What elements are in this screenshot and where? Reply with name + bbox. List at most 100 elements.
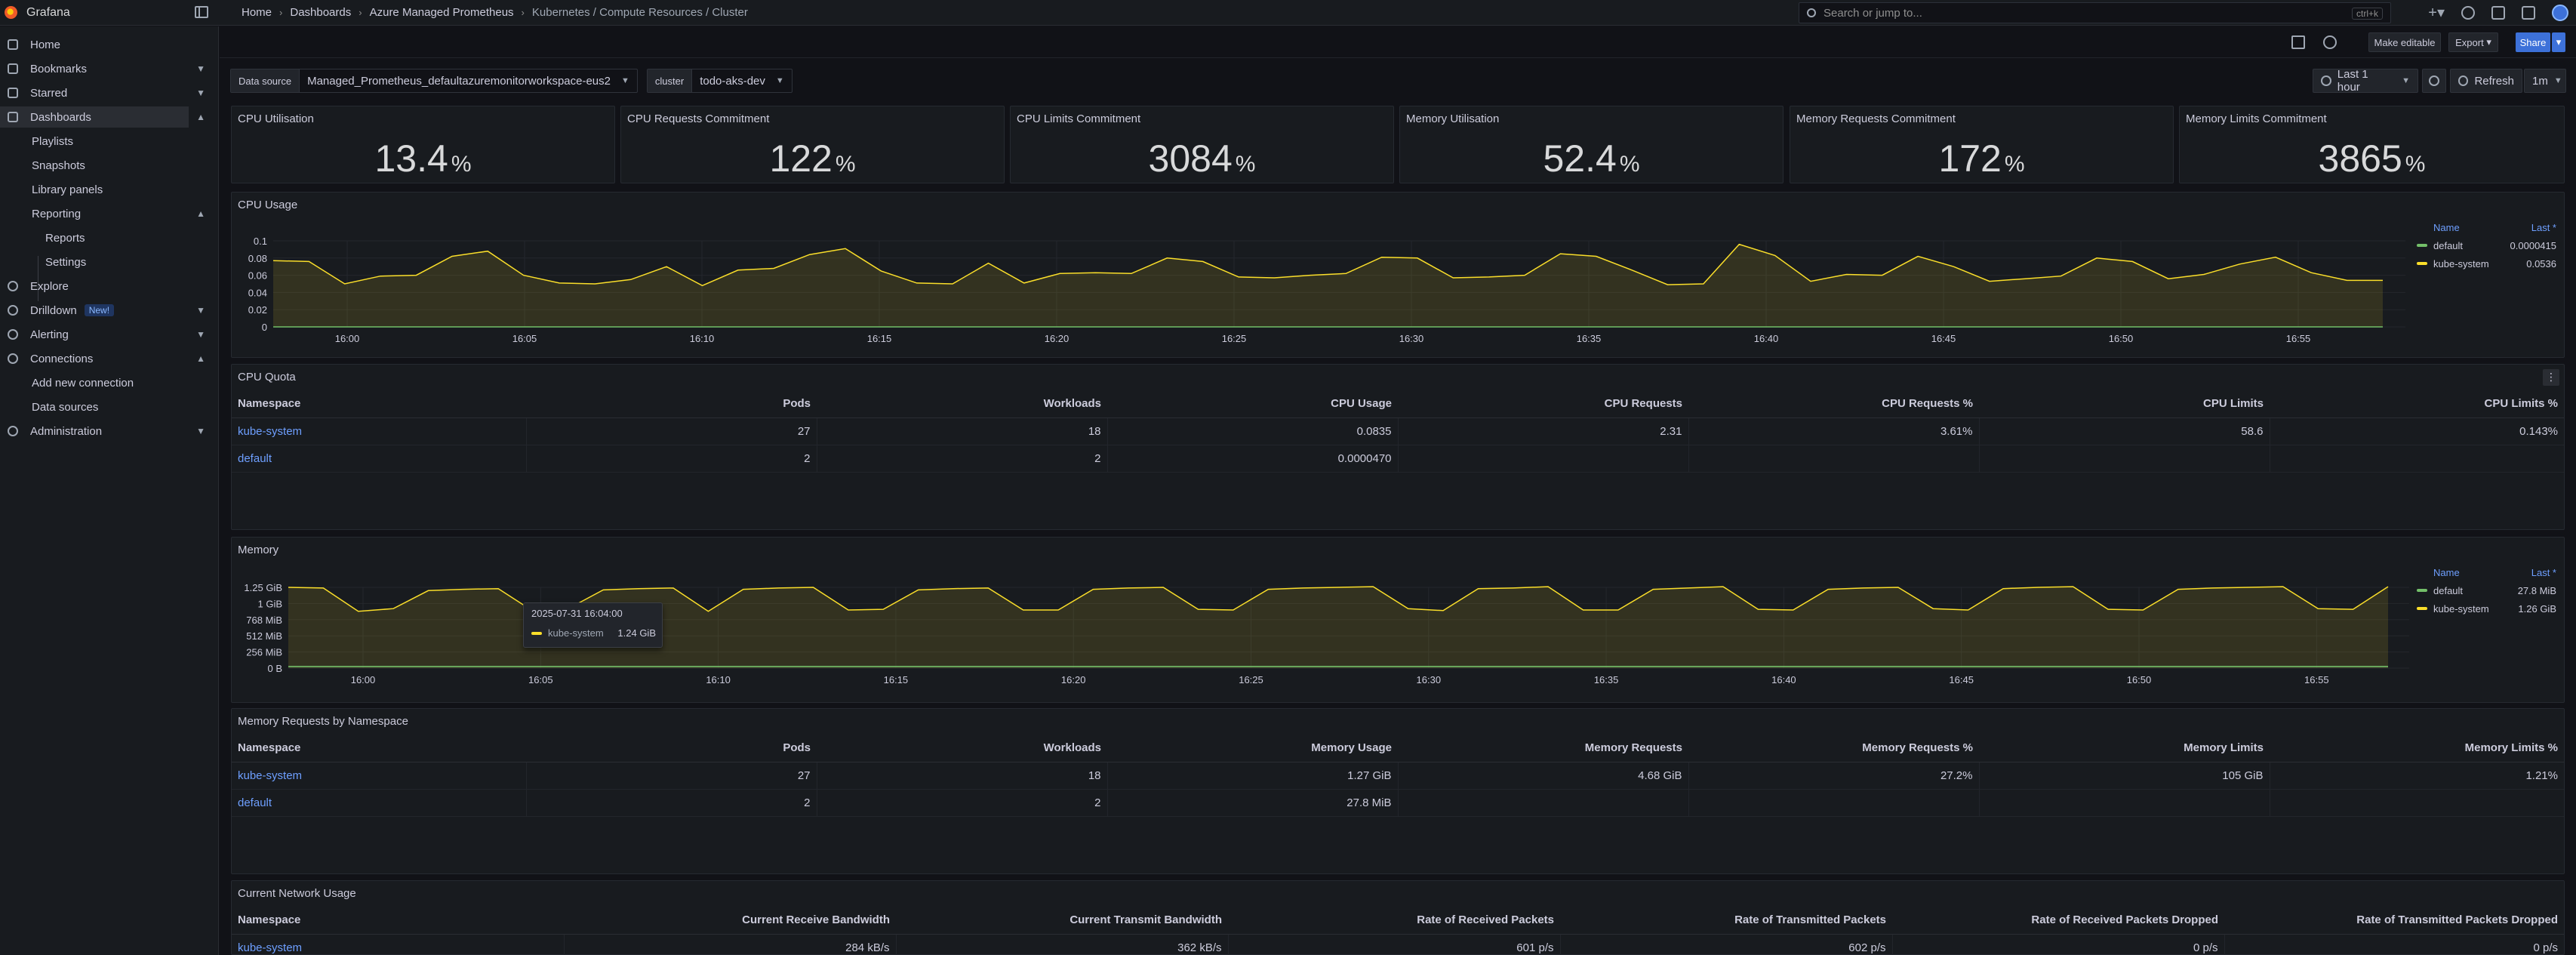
column-header[interactable]: CPU Limits: [1979, 390, 2270, 418]
column-header[interactable]: Memory Requests: [1398, 735, 1688, 762]
sidebar-item-explore[interactable]: Explore: [0, 276, 219, 297]
refresh-button[interactable]: Refresh: [2450, 69, 2522, 93]
column-header[interactable]: Rate of Transmitted Packets: [1560, 907, 1892, 935]
sidebar-item-add-new-connection[interactable]: Add new connection: [0, 372, 219, 393]
kiosk-icon[interactable]: [2522, 6, 2535, 20]
time-range-picker[interactable]: Last 1 hour ▼: [2313, 68, 2418, 94]
stat-unit: %: [835, 152, 856, 177]
share-dropdown-button[interactable]: ▾: [2552, 32, 2565, 52]
sidebar-item-dashboards[interactable]: Dashboards ▲: [0, 106, 205, 128]
sidebar-item-bookmarks[interactable]: Bookmarks ▼: [0, 58, 219, 79]
memory-chart[interactable]: 0 B 256 MiB 512 MiB 768 MiB 1 GiB 1.25 GiB 16:…: [232, 560, 2428, 704]
sidebar-item-connections[interactable]: Connections ▲: [0, 348, 219, 369]
panel-menu-icon[interactable]: ⋮: [2543, 369, 2559, 386]
column-header[interactable]: CPU Requests %: [1688, 390, 1979, 418]
zoom-out-button[interactable]: [2422, 69, 2446, 93]
breadcrumb-folder[interactable]: Azure Managed Prometheus: [369, 6, 514, 19]
column-header[interactable]: Namespace: [232, 735, 526, 762]
refresh-interval-picker[interactable]: 1m ▼: [2524, 69, 2566, 93]
datasource-select[interactable]: Managed_Prometheus_defaultazuremonitorwo…: [300, 69, 637, 92]
share-button[interactable]: Share: [2516, 32, 2550, 52]
make-editable-button[interactable]: Make editable: [2368, 32, 2441, 52]
info-icon[interactable]: [2323, 35, 2337, 49]
news-icon[interactable]: [2491, 6, 2505, 20]
column-header[interactable]: Memory Usage: [1107, 735, 1398, 762]
new-plus-icon[interactable]: +▾: [2428, 5, 2445, 21]
column-header[interactable]: CPU Usage: [1107, 390, 1398, 418]
breadcrumb-home[interactable]: Home: [242, 6, 272, 19]
sidebar-item-settings[interactable]: Settings: [0, 251, 219, 273]
sidebar-item-playlists[interactable]: Playlists: [0, 131, 219, 152]
column-header[interactable]: Pods: [526, 390, 817, 418]
brand[interactable]: Grafana: [0, 0, 219, 26]
column-header[interactable]: Rate of Transmitted Packets Dropped: [2224, 907, 2564, 935]
memory-panel[interactable]: Memory 0 B 256 MiB 512 MiB 768 MiB 1 GiB 1.25…: [231, 537, 2565, 703]
x-tick-label: 16:30: [1399, 333, 1424, 344]
search-input[interactable]: Search or jump to... ctrl+k: [1799, 2, 2391, 23]
column-header[interactable]: Pods: [526, 735, 817, 762]
legend-item[interactable]: default 27.8 MiB: [2417, 581, 2556, 599]
stat-panel-cpu-utilisation[interactable]: CPU Utilisation 13.4%: [231, 106, 615, 183]
namespace-link[interactable]: kube-system: [232, 934, 565, 955]
sidebar-item-library-panels[interactable]: Library panels: [0, 179, 219, 200]
column-header[interactable]: Rate of Received Packets Dropped: [1892, 907, 2224, 935]
stat-panel-memory-utilisation[interactable]: Memory Utilisation 52.4%: [1399, 106, 1784, 183]
help-icon[interactable]: [2461, 6, 2475, 20]
legend-item[interactable]: kube-system 1.26 GiB: [2417, 599, 2556, 618]
column-header[interactable]: Current Transmit Bandwidth: [896, 907, 1228, 935]
legend-item[interactable]: default 0.0000415: [2417, 236, 2556, 254]
stat-panel-memory-limits-commitment[interactable]: Memory Limits Commitment 3865%: [2179, 106, 2565, 183]
chevron-up-icon[interactable]: ▲: [196, 112, 205, 122]
sidebar-item-starred[interactable]: Starred ▼: [0, 82, 219, 103]
sidebar-item-administration[interactable]: Administration ▼: [0, 421, 219, 442]
sidebar-item-alerting[interactable]: Alerting ▼: [0, 324, 219, 345]
sidebar-item-data-sources[interactable]: Data sources: [0, 396, 219, 417]
column-header[interactable]: Current Receive Bandwidth: [564, 907, 896, 935]
column-header[interactable]: Workloads: [817, 390, 1107, 418]
legend-last-header[interactable]: Last *: [2531, 221, 2556, 233]
column-header[interactable]: Memory Limits %: [2270, 735, 2564, 762]
namespace-link[interactable]: default: [232, 445, 527, 473]
column-header[interactable]: CPU Limits %: [2270, 390, 2564, 418]
sidebar-item-reporting[interactable]: Reporting ▲: [0, 203, 219, 224]
legend-name-header[interactable]: Name: [2433, 566, 2460, 578]
chevron-up-icon[interactable]: ▲: [196, 208, 205, 219]
column-header[interactable]: Namespace: [232, 390, 526, 418]
column-header[interactable]: Memory Limits: [1979, 735, 2270, 762]
chevron-down-icon[interactable]: ▼: [196, 305, 205, 316]
stat-panel-cpu-requests-commitment[interactable]: CPU Requests Commitment 122%: [620, 106, 1005, 183]
cpu-usage-panel[interactable]: CPU Usage 0 0.02 0.04 0.06 0.08 0.1 16:00 16:05…: [231, 192, 2565, 358]
breadcrumb-dashboards[interactable]: Dashboards: [290, 6, 352, 19]
sidebar-item-home[interactable]: Home: [0, 34, 219, 55]
datasource-variable[interactable]: Data source Managed_Prometheus_defaultaz…: [230, 69, 638, 93]
namespace-link[interactable]: default: [232, 789, 527, 817]
chevron-down-icon[interactable]: ▼: [196, 329, 205, 340]
stat-panel-memory-requests-commitment[interactable]: Memory Requests Commitment 172%: [1790, 106, 2174, 183]
column-header[interactable]: Namespace: [232, 907, 564, 935]
stat-panel-cpu-limits-commitment[interactable]: CPU Limits Commitment 3084%: [1010, 106, 1394, 183]
cluster-variable[interactable]: cluster todo-aks-dev ▼: [646, 69, 792, 93]
legend-last-header[interactable]: Last *: [2531, 566, 2556, 578]
sidebar-item-reports[interactable]: Reports: [0, 227, 219, 248]
cpu-usage-chart[interactable]: 0 0.02 0.04 0.06 0.08 0.1 16:00 16:05 16:10 16:15…: [232, 215, 2421, 359]
grafana-logo-icon[interactable]: [5, 6, 17, 19]
chevron-down-icon[interactable]: ▼: [196, 426, 205, 436]
chevron-down-icon[interactable]: ▼: [196, 88, 205, 98]
avatar[interactable]: [2552, 5, 2568, 21]
column-header[interactable]: CPU Requests: [1398, 390, 1688, 418]
legend-name-header[interactable]: Name: [2433, 221, 2460, 233]
dock-menu-icon[interactable]: [195, 6, 208, 18]
export-button[interactable]: Export ▾: [2448, 32, 2498, 52]
column-header[interactable]: Memory Requests %: [1688, 735, 1979, 762]
column-header[interactable]: Workloads: [817, 735, 1107, 762]
cluster-select[interactable]: todo-aks-dev ▼: [692, 69, 792, 92]
sidebar-item-drilldown[interactable]: Drilldown New! ▼: [0, 300, 219, 321]
namespace-link[interactable]: kube-system: [232, 762, 527, 790]
namespace-link[interactable]: kube-system: [232, 417, 527, 445]
legend-item[interactable]: kube-system 0.0536: [2417, 254, 2556, 273]
chevron-up-icon[interactable]: ▲: [196, 353, 205, 364]
star-icon[interactable]: [2291, 35, 2305, 49]
chevron-down-icon[interactable]: ▼: [196, 63, 205, 74]
sidebar-item-snapshots[interactable]: Snapshots: [0, 155, 219, 176]
column-header[interactable]: Rate of Received Packets: [1228, 907, 1560, 935]
